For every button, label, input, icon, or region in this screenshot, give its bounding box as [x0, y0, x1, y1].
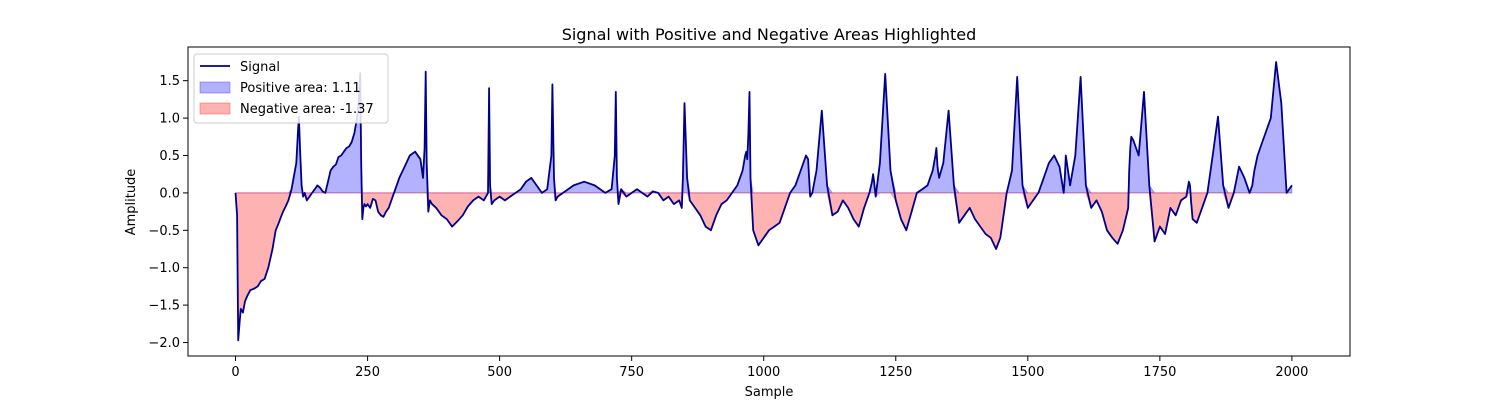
y-tick-label: 1.5 — [159, 74, 180, 89]
x-tick-label: 2000 — [1275, 365, 1308, 380]
y-tick-label: −1.5 — [148, 299, 180, 314]
x-tick-label: 1750 — [1143, 365, 1176, 380]
legend-negative-label: Negative area: -1.37 — [240, 102, 374, 117]
x-axis-label: Sample — [745, 385, 794, 400]
legend: Signal Positive area: 1.11 Negative area… — [193, 53, 389, 124]
legend-box — [193, 53, 389, 124]
x-tick-label: 1500 — [1011, 365, 1044, 380]
y-tick-label: −2.0 — [148, 336, 180, 351]
plot-frame — [187, 46, 1351, 357]
y-tick-label: −1.0 — [148, 261, 180, 276]
y-tick-label: 1.0 — [159, 112, 180, 127]
chart-title: Signal with Positive and Negative Areas … — [562, 25, 977, 44]
legend-positive-label: Positive area: 1.11 — [240, 81, 361, 96]
y-axis-label: Amplitude — [124, 169, 139, 236]
x-tick-label: 1000 — [747, 365, 780, 380]
y-tick-label: −0.5 — [148, 224, 180, 239]
x-axis-ticks: 0 250 500 750 1000 1250 1500 1750 2000 — [231, 356, 1308, 380]
legend-signal-label: Signal — [240, 60, 280, 75]
x-tick-label: 500 — [487, 365, 512, 380]
y-tick-label: 0.5 — [159, 149, 180, 164]
y-axis-ticks: −2.0 −1.5 −1.0 −0.5 0.0 0.5 1.0 1.5 — [148, 74, 188, 351]
x-tick-label: 250 — [355, 365, 380, 380]
legend-negative-swatch — [199, 102, 231, 115]
signal-line — [234, 61, 1293, 342]
x-tick-label: 750 — [619, 365, 644, 380]
y-tick-label: 0.0 — [159, 186, 180, 201]
x-tick-label: 0 — [231, 365, 239, 380]
legend-positive-swatch — [199, 81, 231, 94]
x-tick-label: 1250 — [879, 365, 912, 380]
